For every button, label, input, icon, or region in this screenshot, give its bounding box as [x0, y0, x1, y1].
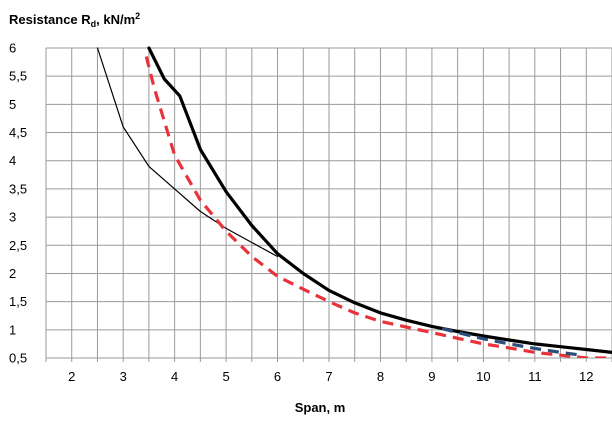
- y-tick-label: 4,5: [9, 125, 27, 140]
- x-tick-labels: 2 3 4 5 6 7 8 9 10 11 12: [68, 369, 593, 384]
- x-tick-label: 11: [528, 369, 542, 384]
- y-tick-label: 4: [9, 153, 16, 168]
- series-red-dashed-curve: [144, 56, 612, 358]
- y-tick-label: 5,5: [9, 69, 27, 84]
- y-tick-label: 2,5: [9, 238, 27, 253]
- x-tick-label: 8: [377, 369, 384, 384]
- grid: [45, 47, 612, 362]
- y-tick-label: 3,5: [9, 181, 27, 196]
- x-tick-label: 7: [325, 369, 332, 384]
- y-tick-labels: 6 5,5 5 4,5 4 3,5 3 2,5 2 1,5 1 0,5: [9, 41, 27, 366]
- y-tick-label: 0,5: [9, 351, 27, 366]
- chart-title: Resistance Rd, kN/m2: [9, 11, 140, 29]
- x-tick-label: 12: [579, 369, 593, 384]
- x-tick-label: 9: [428, 369, 435, 384]
- y-tick-label: 1,5: [9, 294, 27, 309]
- x-tick-label: 3: [120, 369, 127, 384]
- chart-title-text: Resistance Rd, kN/m2: [9, 11, 140, 29]
- series-thick-curve: [147, 46, 612, 354]
- y-tick-label: 2: [9, 266, 16, 281]
- y-tick-label: 3: [9, 210, 16, 225]
- x-tick-label: 5: [222, 369, 229, 384]
- series-thin-curve: [96, 47, 279, 258]
- x-tick-label: 2: [68, 369, 75, 384]
- series-blue-dashed-curve: [441, 327, 582, 357]
- x-axis-label: Span, m: [295, 400, 346, 415]
- y-tick-label: 5: [9, 97, 16, 112]
- x-tick-label: 10: [476, 369, 490, 384]
- x-tick-label: 4: [171, 369, 178, 384]
- x-tick-label: 6: [274, 369, 281, 384]
- y-tick-label: 1: [9, 322, 16, 337]
- series-layer: [96, 46, 612, 358]
- y-tick-label: 6: [9, 41, 16, 56]
